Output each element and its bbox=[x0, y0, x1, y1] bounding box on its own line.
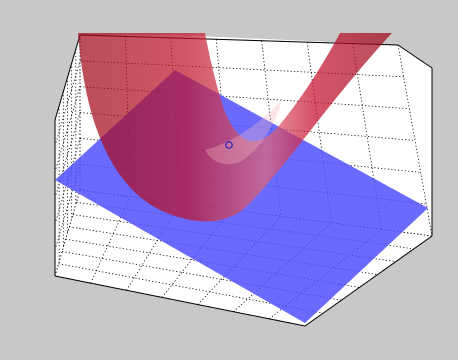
wall-grid-line bbox=[54, 164, 81, 251]
wall-grid-line bbox=[54, 112, 81, 199]
box-edge bbox=[397, 44, 433, 69]
surface-highlight bbox=[205, 100, 282, 165]
floor-grid-line bbox=[69, 226, 378, 275]
box-edge bbox=[304, 235, 433, 327]
box-edge bbox=[54, 275, 306, 327]
wall-grid-line bbox=[54, 189, 81, 277]
floor-grid-line bbox=[58, 263, 324, 314]
box-edge bbox=[54, 34, 81, 121]
point-marker bbox=[225, 141, 233, 149]
wall-grid-line bbox=[54, 60, 81, 147]
paraboloid-surface-series bbox=[78, 33, 392, 222]
